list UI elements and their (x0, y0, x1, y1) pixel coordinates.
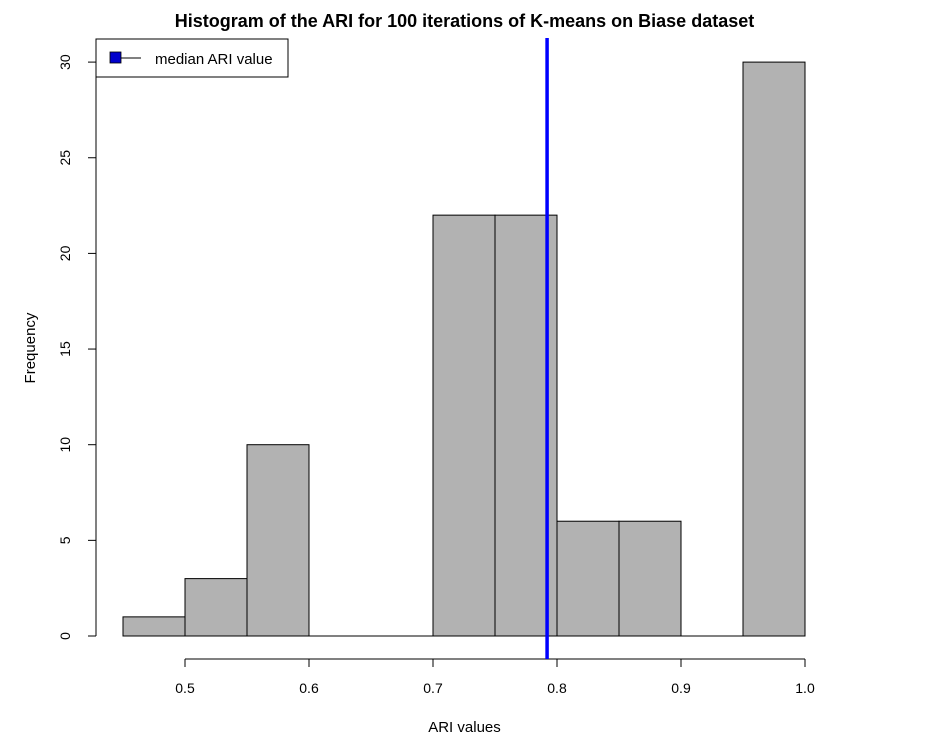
legend-label: median ARI value (155, 51, 273, 68)
y-tick-label: 0 (57, 632, 73, 640)
y-axis-label: Frequency (22, 312, 39, 383)
legend: median ARI value (95, 38, 289, 78)
y-axis: 0 5 10 15 20 25 30 (57, 54, 97, 640)
x-tick-label: 0.7 (423, 680, 443, 696)
x-tick-label: 0.9 (671, 680, 691, 696)
bars-layer (122, 61, 806, 637)
y-tick-label: 20 (57, 245, 73, 261)
x-axis-label: ARI values (428, 719, 501, 736)
y-tick-label: 10 (57, 437, 73, 453)
x-tick-label: 0.8 (547, 680, 567, 696)
legend-swatch (109, 51, 122, 64)
x-tick-label: 1.0 (795, 680, 815, 696)
histogram-bar (122, 616, 186, 637)
x-tick-label: 0.5 (175, 680, 195, 696)
histogram-bar (742, 61, 806, 637)
x-axis: 0.5 0.6 0.7 0.8 0.9 1.0 (175, 658, 815, 696)
y-tick-label: 15 (57, 341, 73, 357)
y-tick-label: 5 (57, 536, 73, 544)
histogram-bar (618, 520, 682, 637)
histogram-bar (184, 578, 248, 637)
histogram-bar (556, 520, 620, 637)
histogram-bar (246, 444, 310, 637)
x-tick-label: 0.6 (299, 680, 319, 696)
chart-title: Histogram of the ARI for 100 iterations … (175, 11, 754, 31)
y-tick-label: 25 (57, 150, 73, 166)
y-tick-label: 30 (57, 54, 73, 70)
histogram-bar (432, 214, 496, 637)
